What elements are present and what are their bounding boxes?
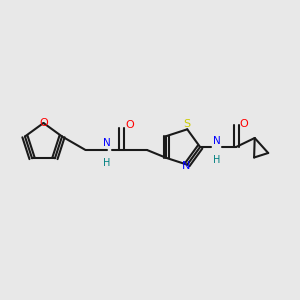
Text: H: H [213,155,220,165]
Text: N: N [103,139,110,148]
Text: N: N [182,161,190,171]
Text: O: O [39,118,48,128]
Text: H: H [103,158,110,168]
Text: O: O [125,120,134,130]
Text: N: N [213,136,220,146]
Text: O: O [240,119,248,129]
Text: S: S [184,119,191,129]
